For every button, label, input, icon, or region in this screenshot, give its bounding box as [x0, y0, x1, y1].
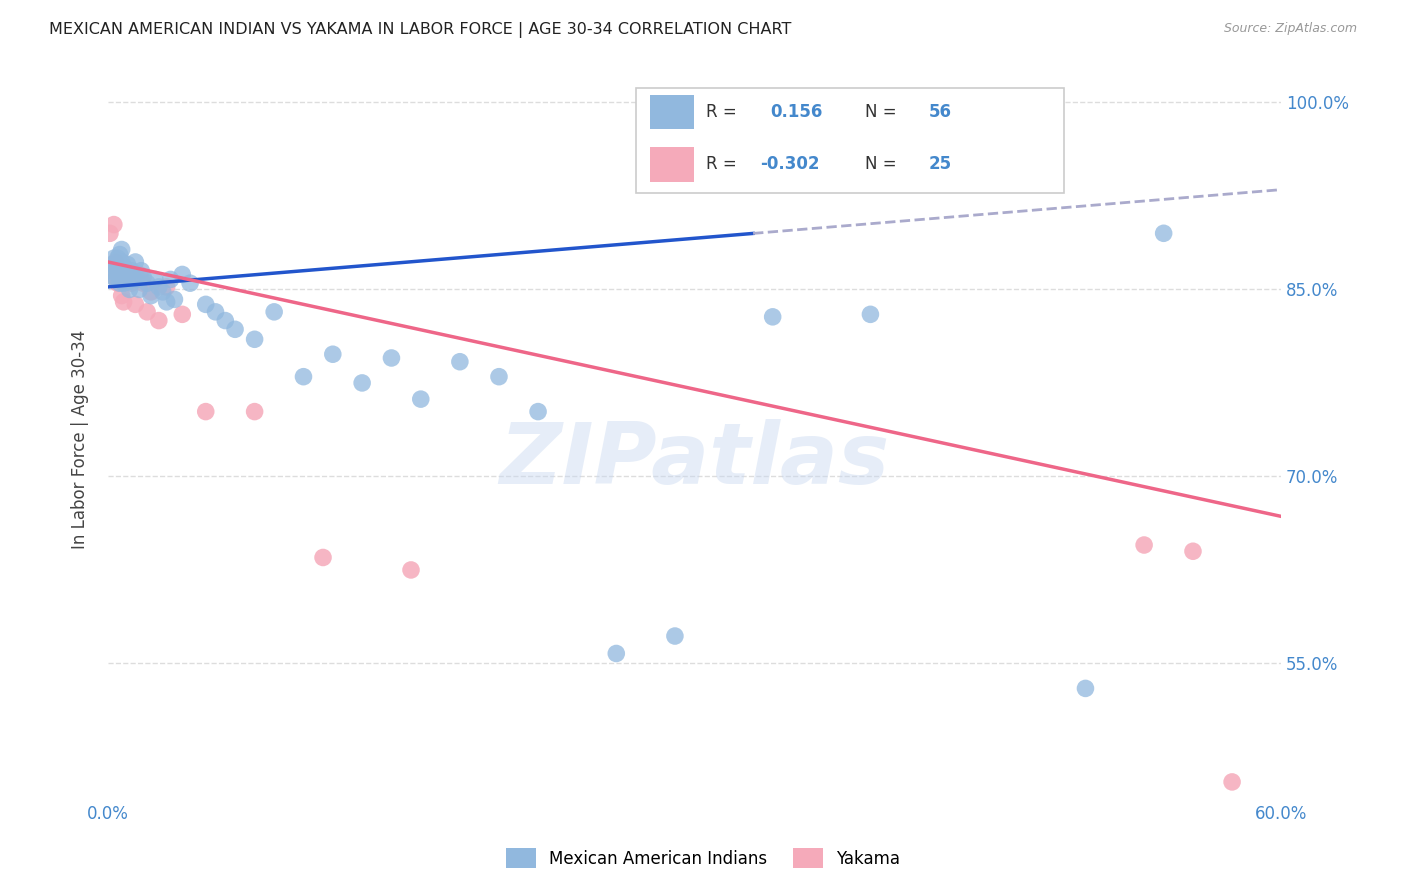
- Point: [136, 305, 159, 319]
- Text: 0.156: 0.156: [770, 103, 823, 121]
- Point: [103, 269, 125, 284]
- Point: [108, 263, 131, 277]
- Point: [194, 404, 217, 418]
- Text: N =: N =: [865, 103, 901, 121]
- Point: [117, 257, 139, 271]
- Point: [399, 563, 422, 577]
- Point: [204, 305, 226, 319]
- Point: [605, 647, 627, 661]
- Text: ZIPatlas: ZIPatlas: [499, 419, 890, 502]
- Point: [762, 310, 785, 324]
- Point: [101, 257, 124, 271]
- Point: [243, 332, 266, 346]
- Point: [409, 392, 432, 406]
- Point: [156, 294, 179, 309]
- Y-axis label: In Labor Force | Age 30-34: In Labor Force | Age 30-34: [72, 329, 89, 549]
- FancyBboxPatch shape: [650, 147, 695, 182]
- Point: [104, 257, 127, 271]
- Point: [143, 272, 166, 286]
- Point: [163, 293, 186, 307]
- Point: [1153, 227, 1175, 241]
- Point: [120, 276, 142, 290]
- Point: [107, 276, 129, 290]
- Point: [859, 307, 882, 321]
- Point: [107, 268, 129, 282]
- Point: [132, 276, 155, 290]
- Point: [664, 629, 686, 643]
- Point: [128, 282, 150, 296]
- Point: [98, 227, 121, 241]
- Point: [136, 276, 159, 290]
- Point: [114, 268, 136, 282]
- Point: [111, 255, 134, 269]
- Point: [98, 263, 121, 277]
- FancyBboxPatch shape: [650, 95, 695, 129]
- Point: [292, 369, 315, 384]
- Point: [111, 243, 134, 257]
- Point: [172, 268, 194, 282]
- Point: [139, 288, 162, 302]
- Point: [128, 268, 150, 282]
- Point: [179, 276, 201, 290]
- Point: [263, 305, 285, 319]
- Point: [243, 404, 266, 418]
- Point: [1181, 544, 1204, 558]
- Point: [111, 288, 134, 302]
- Point: [380, 351, 402, 365]
- Point: [117, 268, 139, 282]
- Text: N =: N =: [865, 155, 901, 173]
- Point: [104, 255, 127, 269]
- Point: [101, 268, 124, 282]
- Point: [124, 297, 146, 311]
- Text: R =: R =: [706, 103, 742, 121]
- Point: [103, 252, 125, 266]
- Point: [118, 282, 141, 296]
- Text: Source: ZipAtlas.com: Source: ZipAtlas.com: [1223, 22, 1357, 36]
- Point: [127, 272, 149, 286]
- Point: [322, 347, 344, 361]
- Point: [104, 272, 127, 286]
- Point: [152, 285, 174, 299]
- Point: [108, 247, 131, 261]
- Point: [449, 355, 471, 369]
- Point: [156, 280, 179, 294]
- Point: [488, 369, 510, 384]
- Point: [312, 550, 335, 565]
- Point: [103, 218, 125, 232]
- Point: [148, 280, 170, 294]
- Point: [214, 313, 236, 327]
- Point: [120, 263, 142, 277]
- Point: [139, 285, 162, 299]
- Point: [1220, 775, 1243, 789]
- Point: [148, 313, 170, 327]
- Point: [112, 260, 135, 274]
- Point: [112, 276, 135, 290]
- Point: [527, 404, 550, 418]
- Point: [122, 269, 145, 284]
- Text: -0.302: -0.302: [761, 155, 820, 173]
- FancyBboxPatch shape: [636, 88, 1064, 194]
- Point: [194, 297, 217, 311]
- Text: MEXICAN AMERICAN INDIAN VS YAKAMA IN LABOR FORCE | AGE 30-34 CORRELATION CHART: MEXICAN AMERICAN INDIAN VS YAKAMA IN LAB…: [49, 22, 792, 38]
- Point: [132, 269, 155, 284]
- Point: [1133, 538, 1156, 552]
- Point: [124, 255, 146, 269]
- Text: 25: 25: [929, 155, 952, 173]
- Legend: Mexican American Indians, Yakama: Mexican American Indians, Yakama: [498, 839, 908, 877]
- Point: [352, 376, 374, 390]
- Point: [129, 263, 152, 277]
- Point: [108, 263, 131, 277]
- Point: [112, 294, 135, 309]
- Point: [224, 322, 246, 336]
- Point: [108, 276, 131, 290]
- Point: [107, 252, 129, 266]
- Text: 56: 56: [929, 103, 952, 121]
- Point: [159, 272, 181, 286]
- Point: [117, 275, 139, 289]
- Text: R =: R =: [706, 155, 742, 173]
- Point: [172, 307, 194, 321]
- Point: [1074, 681, 1097, 696]
